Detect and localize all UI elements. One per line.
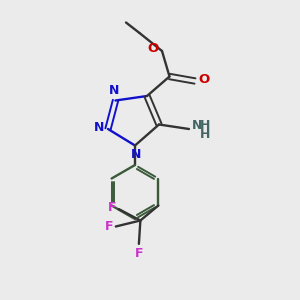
- Text: N: N: [94, 121, 104, 134]
- Text: F: F: [108, 201, 116, 214]
- Text: F: F: [105, 220, 113, 233]
- Text: F: F: [135, 247, 144, 260]
- Text: N: N: [191, 119, 202, 132]
- Text: N: N: [109, 85, 119, 98]
- Text: N: N: [131, 148, 141, 161]
- Text: O: O: [147, 42, 158, 55]
- Text: H: H: [200, 119, 210, 132]
- Text: O: O: [199, 73, 210, 86]
- Text: H: H: [200, 128, 210, 141]
